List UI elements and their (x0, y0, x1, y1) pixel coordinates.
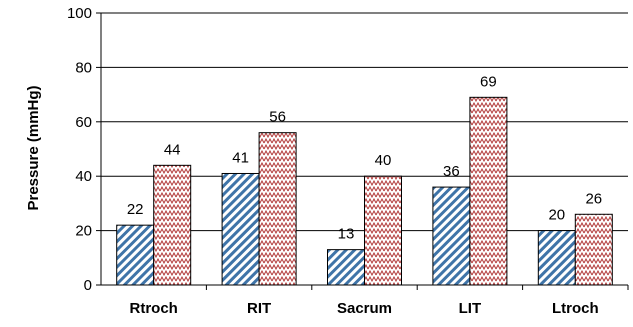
data-label: 44 (164, 141, 181, 158)
data-label: 40 (375, 152, 392, 169)
bar-sacrum-series2 (364, 175, 402, 286)
y-tick-label: 40 (75, 168, 92, 185)
bar-lit-series1 (432, 186, 471, 286)
labels: 0 20 40 60 80 100 22 44 Rtroch 41 56 RIT 13 40 Sacrum 3… (67, 5, 602, 317)
bar-sacrum-series1 (327, 249, 365, 286)
bar-rit-series2 (258, 132, 297, 286)
x-category-label: Sacrum (337, 300, 392, 317)
x-category-label: LIT (459, 300, 482, 317)
data-label: 20 (548, 207, 565, 224)
data-label: 13 (338, 226, 355, 243)
bar-rtroch-series2 (153, 164, 192, 286)
x-category-label: RIT (247, 300, 271, 317)
data-label: 41 (232, 149, 249, 166)
x-category-label: Rtroch (130, 300, 178, 317)
bars (116, 96, 613, 286)
y-tick-label: 20 (75, 223, 92, 240)
bar-ltroch-series1 (537, 230, 576, 286)
y-tick-label: 60 (75, 114, 92, 131)
data-label: 22 (127, 201, 144, 218)
data-label: 56 (269, 109, 286, 126)
y-axis-title: Pressure (mmHg) (25, 85, 42, 210)
x-category-label: Ltroch (552, 300, 599, 317)
bar-ltroch-series2 (574, 213, 613, 286)
axes (96, 12, 629, 290)
bar-lit-series2 (469, 96, 508, 286)
data-label: 36 (443, 163, 460, 180)
y-tick-label: 100 (67, 5, 92, 22)
y-tick-label: 80 (75, 59, 92, 76)
data-label: 69 (480, 73, 497, 90)
bar-rtroch-series1 (116, 224, 155, 286)
y-tick-label: 0 (84, 277, 92, 294)
bar-rit-series1 (221, 172, 260, 286)
data-label: 26 (585, 190, 602, 207)
